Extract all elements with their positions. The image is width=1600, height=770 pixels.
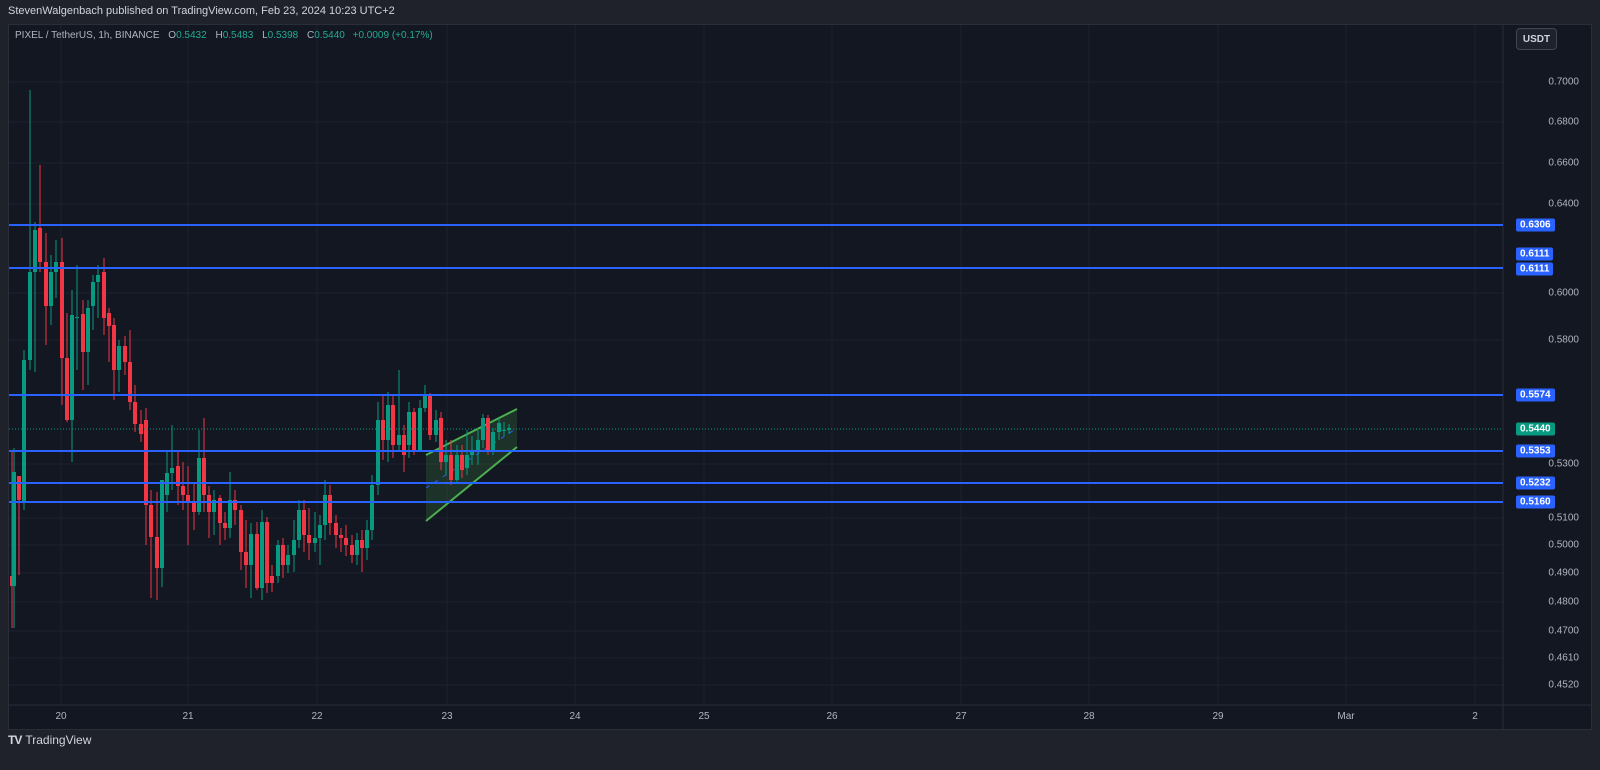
time-tick: 27	[955, 711, 967, 722]
price-tick: 0.4610	[1548, 652, 1579, 664]
last-price-label: 0.5440	[1516, 422, 1555, 436]
price-tick: 0.5000	[1548, 539, 1579, 551]
time-tick: Mar	[1337, 711, 1355, 722]
symbol-legend: PIXEL / TetherUS, 1h, BINANCE O0.5432 H0…	[15, 30, 433, 41]
time-tick: 22	[311, 711, 323, 722]
currency-button[interactable]: USDT	[1516, 28, 1557, 50]
price-tick: 0.5100	[1548, 512, 1579, 524]
brand-name: TradingView	[25, 733, 92, 747]
chart-frame	[8, 24, 1592, 730]
change-value: +0.0009 (+0.17%)	[352, 30, 433, 41]
time-tick: 26	[826, 711, 838, 722]
footer-brand: TV TradingView	[8, 733, 91, 747]
price-tick: 0.5800	[1548, 334, 1579, 346]
time-tick: 28	[1083, 711, 1095, 722]
time-axis[interactable]: 20 21 22 23 24 25 26 27 28 29 Mar 2	[9, 705, 1503, 729]
level-price-label: 0.5574	[1516, 388, 1555, 402]
price-tick: 0.6600	[1548, 157, 1579, 169]
price-tick: 0.4800	[1548, 596, 1579, 608]
symbol-name[interactable]: PIXEL / TetherUS, 1h, BINANCE	[15, 30, 160, 41]
price-tick: 0.5300	[1548, 458, 1579, 470]
time-tick: 25	[698, 711, 710, 722]
open-value: 0.5432	[176, 30, 207, 41]
price-tick: 0.4700	[1548, 625, 1579, 637]
level-price-label: 0.6306	[1516, 218, 1555, 232]
level-price-label: 0.5160	[1516, 495, 1555, 509]
time-tick: 21	[182, 711, 194, 722]
time-tick: 24	[569, 711, 581, 722]
time-tick: 23	[441, 711, 453, 722]
price-tick: 0.7000	[1548, 76, 1579, 88]
price-tick: 0.6800	[1548, 116, 1579, 128]
publisher-info: StevenWalgenbach published on TradingVie…	[8, 5, 395, 17]
time-tick: 2	[1472, 711, 1478, 722]
high-value: 0.5483	[222, 30, 254, 41]
tradingview-logo-icon: TV	[8, 733, 22, 747]
channel-mid	[425, 427, 518, 489]
close-value: 0.5440	[314, 30, 345, 41]
time-tick: 20	[55, 711, 67, 722]
price-tick: 0.6000	[1548, 287, 1579, 299]
time-tick: 29	[1212, 711, 1224, 722]
level-price-label: 0.6111	[1516, 262, 1554, 276]
price-tick: 0.4900	[1548, 567, 1579, 579]
level-price-label: 0.6111	[1516, 247, 1554, 261]
price-axis[interactable]: 0.7000 0.6800 0.6600 0.6400 0.6000 0.5800 0.53…	[1503, 25, 1591, 705]
price-tick: 0.6400	[1548, 198, 1579, 210]
level-price-label: 0.5232	[1516, 476, 1555, 490]
publish-header: StevenWalgenbach published on TradingVie…	[0, 0, 1600, 24]
low-value: 0.5398	[267, 30, 299, 41]
level-price-label: 0.5353	[1516, 444, 1555, 458]
price-tick: 0.4520	[1548, 679, 1579, 691]
